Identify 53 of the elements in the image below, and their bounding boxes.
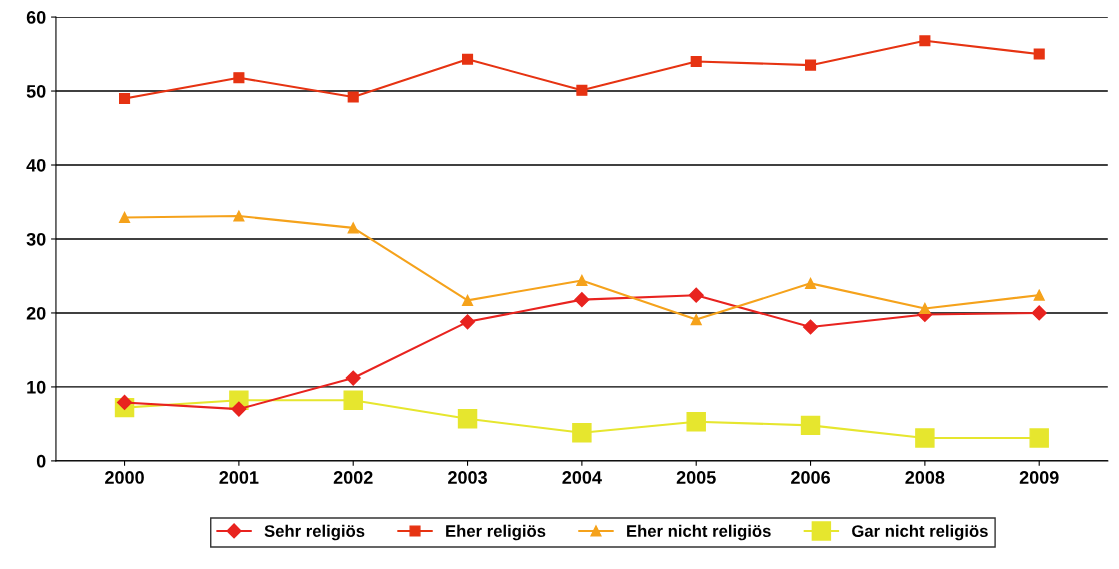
x-tick-label: 2008: [905, 471, 945, 484]
point: [576, 84, 588, 96]
point: [461, 294, 474, 306]
x-tick-label: 2006: [791, 471, 830, 484]
point: [688, 287, 704, 303]
point: [116, 394, 133, 411]
y-tick-label: 60: [26, 11, 46, 24]
point: [233, 210, 245, 222]
y-tick-label: 30: [26, 232, 46, 246]
legend-label: Gar nicht religiös: [852, 524, 988, 541]
point: [804, 277, 817, 289]
legend-label: Eher religiös: [446, 524, 546, 541]
point: [347, 91, 359, 103]
point: [919, 35, 931, 47]
point: [457, 409, 478, 429]
point: [686, 411, 706, 432]
point: [459, 314, 476, 330]
point: [233, 72, 245, 84]
point: [690, 314, 702, 326]
x-tick-label: 2001: [219, 471, 259, 484]
x-tick-label: 2009: [1019, 471, 1059, 484]
x-tick-label: 2004: [562, 471, 602, 484]
legend-label: Eher nicht religiös: [627, 524, 771, 541]
y-tick-label: 40: [26, 158, 46, 172]
y-tick-label: 0: [36, 454, 46, 468]
point: [800, 415, 821, 436]
point: [574, 292, 590, 308]
point: [804, 59, 817, 71]
point: [1033, 289, 1045, 301]
y-tick-label: 10: [27, 380, 46, 394]
point: [1031, 305, 1047, 321]
x-tick-label: 2003: [448, 471, 487, 484]
point: [347, 222, 359, 234]
x-tick-label: 2005: [676, 471, 716, 484]
y-tick-label: 20: [26, 306, 46, 320]
point: [345, 370, 361, 386]
y-tick-label: 50: [26, 84, 46, 98]
point: [915, 428, 935, 448]
x-tick-label: 2000: [105, 471, 144, 484]
point: [1029, 428, 1049, 448]
point: [1033, 48, 1045, 60]
point: [690, 55, 702, 68]
point: [118, 211, 131, 224]
x-tick-label: 2002: [333, 471, 373, 484]
point: [231, 401, 247, 417]
point: [576, 274, 588, 286]
point: [343, 390, 363, 410]
point: [919, 302, 931, 315]
legend-label: Sehr religiös: [264, 524, 365, 541]
point: [118, 92, 131, 104]
point: [461, 53, 474, 65]
point: [572, 423, 592, 443]
point: [802, 319, 819, 335]
